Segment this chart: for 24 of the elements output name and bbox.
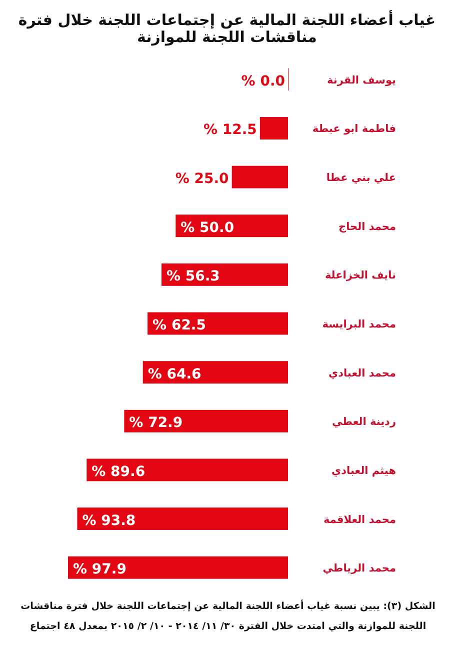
data-label: % 97.9	[73, 562, 126, 578]
chart-title: غياب أعضاء اللجنة المالية عن إجتماعات اللجنة خلال فترة مناقشات اللجنة للموازنة	[17, 11, 437, 46]
data-label: % 50.0	[180, 220, 234, 236]
data-label: % 62.5	[152, 318, 206, 334]
y-tick-label: محمد الرياطي	[322, 562, 396, 575]
y-tick-label: محمد العلاقمة	[323, 514, 396, 526]
y-tick-label: يوسف القرنة	[327, 74, 396, 86]
y-tick-label: فاطمة ابو عبطة	[312, 123, 396, 136]
y-tick-label: محمد العبادي	[328, 367, 396, 380]
y-tick-label: محمد الحاج	[338, 220, 396, 233]
data-label: % 72.9	[129, 415, 183, 432]
data-label: % 64.6	[148, 366, 202, 382]
data-label: % 56.3	[166, 268, 220, 285]
y-tick-label: نايف الخزاعلة	[324, 270, 396, 282]
text: الشكل (٣): يبين نسبة غياب أعضاء اللجنة المالية عن إجتماعات اللجنة خلال فترة مناقشات اللجنة للموازنة والتي امتدت خلال الفترة ٣٠/ ١١/ ٢٠١٤ - ١٠/ ٢/ ٢٠١٥ بمعدل ٤٨ اجتماع	[20, 598, 436, 634]
data-label: % 12.5	[203, 122, 257, 138]
data-label: % 93.8	[82, 512, 136, 529]
data-label: % 89.6	[92, 464, 146, 480]
y-tick-label: ردينة العطي	[332, 416, 396, 428]
y-tick-label: علي بني عطا	[326, 172, 396, 184]
y-tick-label: محمد البرايسة	[322, 318, 396, 330]
data-label: % 25.0	[175, 171, 230, 188]
y-tick-label: هيثم العبادي	[332, 464, 396, 477]
data-label: % 0.0	[241, 73, 286, 90]
